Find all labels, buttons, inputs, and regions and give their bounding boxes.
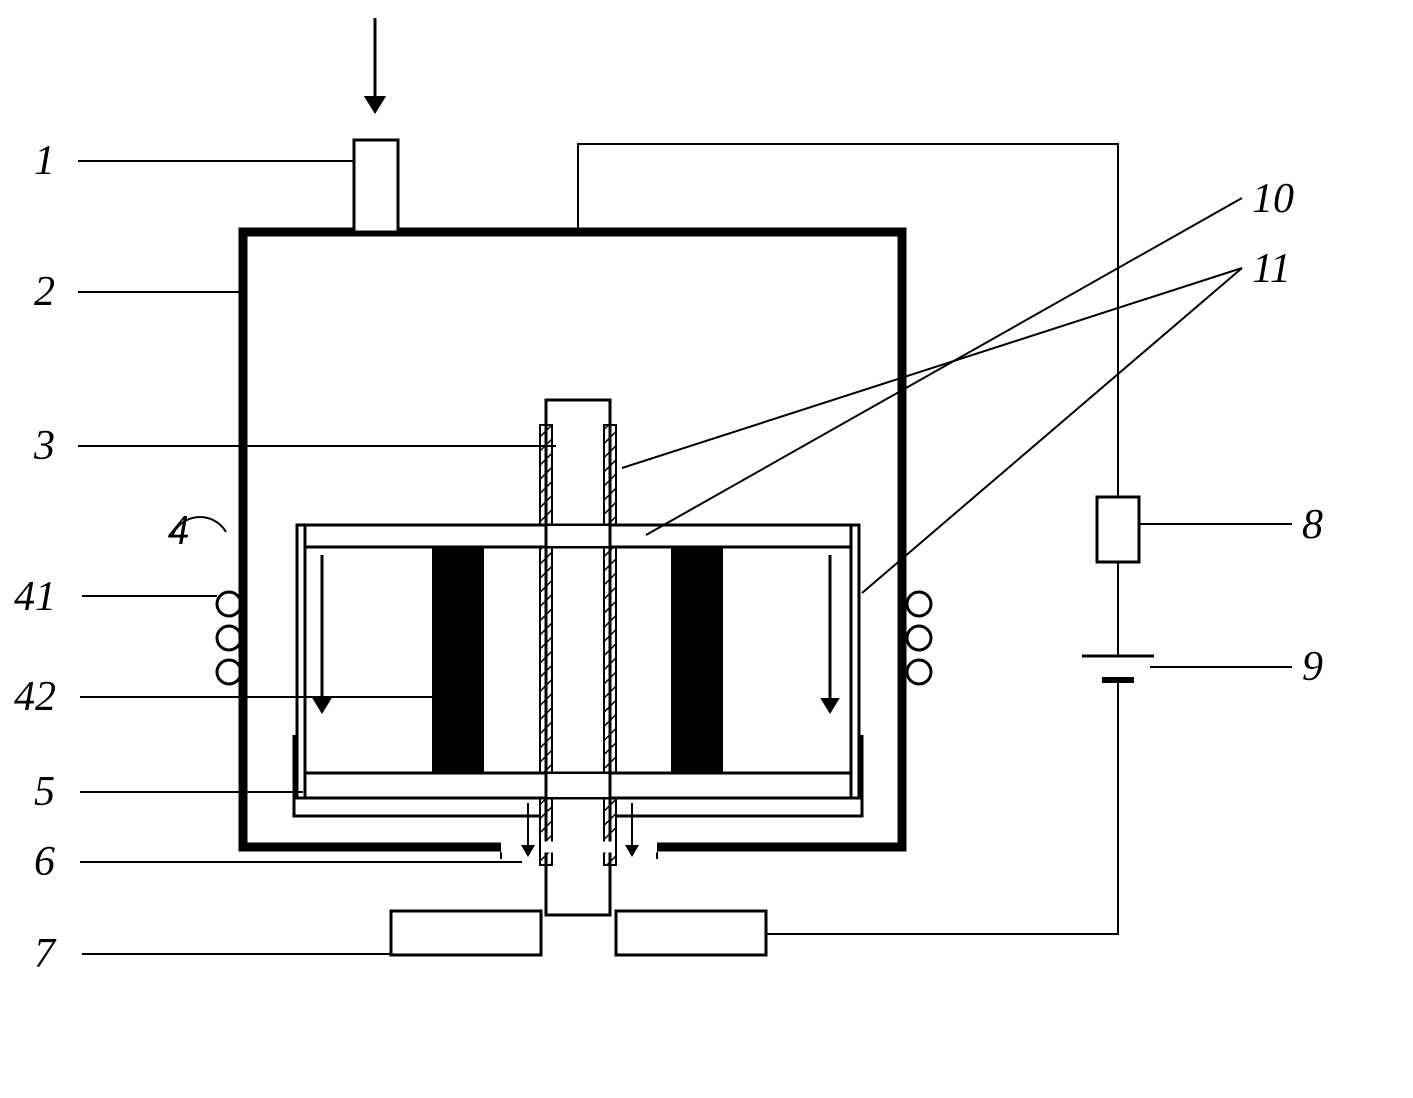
label-7: 7: [34, 931, 57, 977]
label-2: 2: [34, 269, 55, 315]
label-42: 42: [14, 674, 56, 720]
label-41: 41: [14, 574, 56, 620]
label-11: 11: [1252, 246, 1291, 292]
label-10: 10: [1252, 176, 1294, 222]
label-9: 9: [1302, 644, 1323, 690]
label-3: 3: [33, 423, 55, 469]
diagram-svg: 1 2 3 4 41 42 5 6 7 8 9 10 11: [0, 0, 1413, 1098]
label-5: 5: [34, 769, 55, 815]
label-4: 4: [168, 508, 189, 554]
label-6: 6: [34, 839, 55, 885]
diagram-stage: 1 2 3 4 41 42 5 6 7 8 9 10 11: [0, 0, 1413, 1098]
label-1: 1: [34, 138, 55, 184]
label-8: 8: [1302, 502, 1323, 548]
